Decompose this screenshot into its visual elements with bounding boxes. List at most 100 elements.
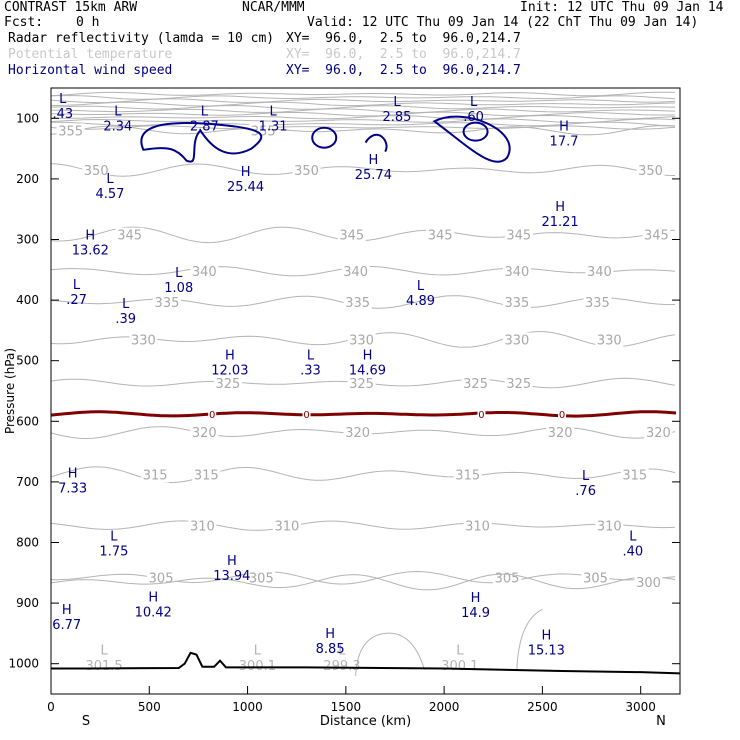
- theta-contour-label: 355: [251, 124, 276, 139]
- theta-contour-label: 300: [636, 576, 661, 591]
- theta-contour-upper: [51, 108, 676, 114]
- y-tick-label: 500: [16, 354, 39, 368]
- wind-jet-contour: [364, 134, 388, 153]
- theta-contour-label: 350: [638, 164, 663, 179]
- wind-extremum-value: 4.89: [406, 294, 435, 309]
- wind-extremum-marker: H: [368, 153, 378, 168]
- theta-label-bg: [190, 264, 219, 280]
- wind-extremum-marker: L: [122, 297, 130, 312]
- theta-contour-label: 330: [597, 333, 622, 348]
- zero-contour-label: 0: [209, 410, 215, 421]
- x-tick-label: 0: [47, 700, 55, 714]
- y-tick-label: 200: [16, 172, 39, 186]
- wind-extremum-marker: L: [393, 95, 401, 110]
- theta-label-bg: [343, 425, 372, 441]
- wind-extremum-value: .43: [52, 107, 73, 122]
- wind-extremum-marker: L: [201, 104, 209, 119]
- theta-contour-label: 330: [504, 333, 529, 348]
- theta-label-bg: [141, 467, 170, 483]
- surface-theta-value: 301.5: [85, 659, 122, 674]
- theta-contour-label: 340: [587, 265, 612, 280]
- theta-label-bg: [583, 294, 612, 310]
- wind-extremum-marker: H: [227, 554, 237, 569]
- theta-label-bg: [272, 518, 301, 534]
- fcst-value: 0 h: [76, 15, 100, 30]
- theta-contour-label: 315: [194, 469, 219, 484]
- y-tick-label: 900: [16, 596, 39, 610]
- wind-extremum-value: .76: [575, 484, 596, 499]
- wind-jet-contour: [311, 126, 338, 149]
- y-tick-label: 700: [16, 475, 39, 489]
- theta-contour-line: [50, 163, 676, 177]
- wind-extremum-marker: L: [417, 279, 425, 294]
- wind-extremum-marker: H: [241, 165, 251, 180]
- theta-contour-upper: [50, 111, 676, 117]
- zero-contour-label: 0: [478, 410, 484, 421]
- surface-theta-marker: L: [254, 644, 262, 659]
- theta-contour-upper: [50, 91, 676, 97]
- wind-extremum-marker: H: [559, 119, 569, 134]
- field-name-wind: Horizontal wind speed: [8, 63, 173, 78]
- wind-extremum-value: 1.75: [99, 545, 128, 560]
- wind-extremum-marker: L: [582, 469, 590, 484]
- wind-extremum-marker: H: [68, 467, 78, 482]
- theta-contour-label: 345: [506, 229, 531, 244]
- wind-extremum-marker: L: [73, 278, 81, 293]
- theta-contour-label: 330: [131, 333, 156, 348]
- theta-contour-label: 325: [215, 377, 240, 392]
- x-tick-label: 2000: [429, 700, 460, 714]
- theta-contour-label: 345: [428, 229, 453, 244]
- zero-label-bg: [477, 409, 486, 420]
- theta-contour-label: 305: [249, 572, 274, 587]
- theta-label-bg: [190, 425, 219, 441]
- theta-label-bg: [247, 570, 276, 586]
- theta-contour-surface: [355, 632, 425, 676]
- wind-extremum-value: .60: [463, 110, 484, 125]
- wind-extremum-value: 14.69: [349, 363, 386, 378]
- theta-label-bg: [426, 227, 455, 243]
- wind-extremum-marker: H: [541, 628, 551, 643]
- theta-label-bg: [585, 264, 614, 280]
- theta-contour-label: 310: [190, 520, 215, 535]
- theta-contour-label: 340: [504, 265, 529, 280]
- theta-contour-label: 345: [644, 229, 669, 244]
- theta-label-bg: [502, 264, 531, 280]
- wind-extremum-value: 12.03: [211, 363, 248, 378]
- theta-contour-upper: [50, 125, 676, 130]
- wind-extremum-value: 7.33: [58, 482, 87, 497]
- theta-contour-label: 350: [84, 164, 109, 179]
- wind-extremum-value: 6.77: [52, 618, 81, 633]
- theta-contour-label: 335: [345, 296, 370, 311]
- wind-extremum-marker: L: [110, 530, 118, 545]
- theta-label-bg: [642, 227, 671, 243]
- theta-label-bg: [502, 294, 531, 310]
- theta-label-bg: [292, 162, 321, 178]
- wind-extremum-marker: L: [629, 530, 637, 545]
- wind-extremum-value: 1.31: [259, 119, 288, 134]
- theta-contour-label: 310: [274, 520, 299, 535]
- theta-label-bg: [463, 518, 492, 534]
- theta-contour-line: [50, 520, 676, 531]
- theta-contour-line: [50, 573, 676, 591]
- plot-frame: [50, 87, 681, 695]
- wind-extremum-value: 14.9: [461, 606, 490, 621]
- theta-label-bg: [147, 570, 176, 586]
- theta-contour-label: 320: [192, 426, 217, 441]
- theta-label-bg: [337, 227, 366, 243]
- theta-contour-label: 335: [585, 296, 610, 311]
- theta-contour-upper: [51, 121, 676, 127]
- theta-contour-label: 320: [548, 426, 573, 441]
- theta-label-bg: [115, 227, 144, 243]
- wind-jet-contour: [462, 121, 489, 142]
- wind-extremum-value: .33: [300, 363, 321, 378]
- theta-contour-label: 315: [455, 469, 480, 484]
- wind-extremum-value: 4.57: [95, 187, 124, 202]
- y-tick-label: 100: [16, 111, 39, 125]
- y-tick-label: 600: [16, 414, 39, 428]
- zero-label-bg: [558, 409, 567, 420]
- theta-contour-label: 320: [345, 426, 370, 441]
- wind-extremum-marker: L: [106, 172, 114, 187]
- theta-contour-label: 345: [339, 229, 364, 244]
- theta-label-bg: [343, 294, 372, 310]
- field-name-theta: Potential temperature: [8, 47, 173, 62]
